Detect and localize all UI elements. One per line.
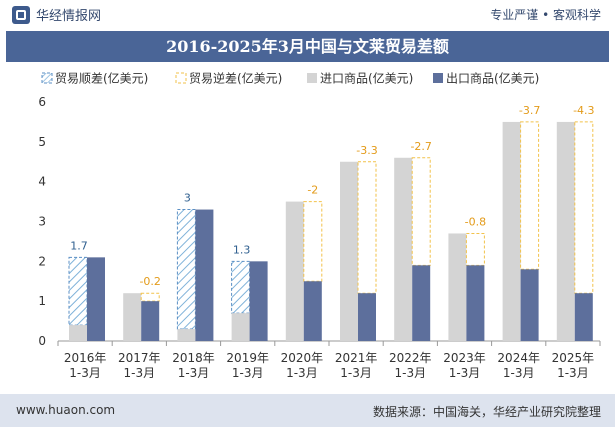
import-bar bbox=[177, 329, 196, 341]
export-bar bbox=[141, 301, 160, 341]
deficit-label: -3.7 bbox=[519, 104, 540, 117]
import-bar bbox=[340, 161, 358, 341]
import-bar bbox=[394, 157, 413, 341]
deficit-bar bbox=[303, 201, 323, 282]
export-bar bbox=[249, 261, 268, 341]
deficit-label: -4.3 bbox=[573, 104, 594, 117]
import-bar bbox=[123, 293, 142, 341]
deficit-bar bbox=[357, 161, 377, 294]
y-tick-label: 3 bbox=[38, 215, 46, 229]
x-tick-label: 2025年 bbox=[552, 351, 595, 365]
x-tick-label: 1-3月 bbox=[503, 366, 535, 380]
deficit-bar bbox=[574, 121, 594, 294]
chart-area: 贸易顺差(亿美元) 贸易逆差(亿美元) 进口商品(亿美元) 出口商品(亿美元) 0 1 2… bbox=[38, 71, 601, 380]
deficit-bar bbox=[465, 232, 485, 266]
brand-logo-icon bbox=[12, 6, 30, 24]
x-tick-label: 2020年 bbox=[281, 351, 324, 365]
x-tick-label: 2018年 bbox=[172, 351, 215, 365]
x-tick-label: 2021年 bbox=[335, 351, 378, 365]
x-tick-label: 1-3月 bbox=[394, 366, 426, 380]
x-tick-label: 1-3月 bbox=[123, 366, 155, 380]
deficit-label: -2.7 bbox=[410, 140, 431, 153]
x-tick-label: 1-3月 bbox=[557, 366, 589, 380]
import-bar bbox=[556, 121, 575, 341]
import-bar bbox=[285, 201, 304, 341]
deficit-bar bbox=[411, 157, 431, 266]
surplus-label: 3 bbox=[184, 192, 191, 205]
export-bar bbox=[303, 281, 322, 341]
export-bar bbox=[195, 209, 214, 341]
title-bar: 2016-2025年3月中国与文莱贸易差额 bbox=[6, 31, 609, 62]
x-tick-label: 2017年 bbox=[118, 351, 161, 365]
footer-url: www.huaon.com bbox=[16, 403, 116, 417]
legend-swatch-deficit bbox=[175, 72, 187, 84]
brand-name: 华经情报网 bbox=[36, 9, 102, 24]
surplus-bar bbox=[68, 256, 88, 326]
x-tick-label: 1-3月 bbox=[286, 366, 318, 380]
surplus-label: 1.3 bbox=[233, 243, 251, 256]
import-bar bbox=[231, 313, 250, 341]
x-tick-label: 1-3月 bbox=[69, 366, 101, 380]
legend-swatch-imports bbox=[307, 73, 317, 83]
x-tick-label: 1-3月 bbox=[340, 366, 372, 380]
data-labels: 1.7 -0.2 3 1.3 -2 -3.3 -2.7 -0.8 -3.7 -4.3 bbox=[70, 104, 594, 288]
x-tick-label: 1-3月 bbox=[178, 366, 210, 380]
deficit-label: -3.3 bbox=[356, 144, 377, 157]
deficit-label: -0.2 bbox=[139, 275, 160, 288]
x-tick-label: 2016年 bbox=[64, 351, 107, 365]
legend-label-surplus: 贸易顺差(亿美元) bbox=[55, 71, 148, 86]
export-bar bbox=[574, 293, 593, 341]
y-tick-label: 0 bbox=[38, 334, 46, 348]
deficit-label: -2 bbox=[307, 184, 318, 197]
legend-label-deficit: 贸易逆差(亿美元) bbox=[189, 71, 282, 86]
chart-title: 2016-2025年3月中国与文莱贸易差额 bbox=[166, 37, 449, 56]
x-tick-label: 1-3月 bbox=[449, 366, 481, 380]
surplus-bar bbox=[231, 260, 251, 314]
y-tick-label: 2 bbox=[38, 254, 46, 268]
import-bar bbox=[69, 325, 87, 341]
x-tick-label: 2022年 bbox=[389, 351, 432, 365]
footer-source: 数据来源：中国海关，华经产业研究院整理 bbox=[372, 405, 601, 419]
export-bar bbox=[520, 269, 539, 341]
y-tick-label: 1 bbox=[38, 294, 46, 308]
legend-label-exports: 出口商品(亿美元) bbox=[446, 71, 539, 86]
x-tick-label: 1-3月 bbox=[232, 366, 264, 380]
x-tick-label: 2024年 bbox=[497, 351, 540, 365]
export-bar bbox=[466, 265, 485, 341]
export-bar bbox=[412, 265, 431, 341]
import-bar bbox=[502, 121, 521, 341]
surplus-bar bbox=[176, 209, 196, 330]
bars bbox=[68, 121, 594, 341]
y-tick-label: 4 bbox=[38, 175, 46, 189]
y-tick-label: 6 bbox=[38, 95, 46, 109]
export-bar bbox=[358, 293, 376, 341]
x-tick-label: 2023年 bbox=[443, 351, 486, 365]
footer-bar: www.huaon.com 数据来源：中国海关，华经产业研究院整理 bbox=[0, 394, 615, 427]
deficit-bar bbox=[520, 121, 540, 270]
legend-swatch-surplus bbox=[41, 72, 53, 84]
legend-swatch-exports bbox=[433, 73, 443, 83]
legend: 贸易顺差(亿美元) 贸易逆差(亿美元) 进口商品(亿美元) 出口商品(亿美元) bbox=[41, 71, 539, 86]
surplus-label: 1.7 bbox=[70, 239, 88, 252]
top-bar: 华经情报网 专业严谨 • 客观科学 bbox=[0, 0, 615, 30]
axes: 01234562016年1-3月2017年1-3月2018年1-3月2019年1… bbox=[38, 95, 601, 380]
import-bar bbox=[448, 233, 467, 341]
y-tick-label: 5 bbox=[38, 135, 46, 149]
brand-slogan: 专业严谨 • 客观科学 bbox=[490, 8, 601, 22]
export-bar bbox=[87, 257, 105, 341]
deficit-label: -0.8 bbox=[465, 215, 486, 228]
legend-label-imports: 进口商品(亿美元) bbox=[320, 71, 413, 86]
x-tick-label: 2019年 bbox=[226, 351, 269, 365]
deficit-bar bbox=[140, 292, 160, 302]
